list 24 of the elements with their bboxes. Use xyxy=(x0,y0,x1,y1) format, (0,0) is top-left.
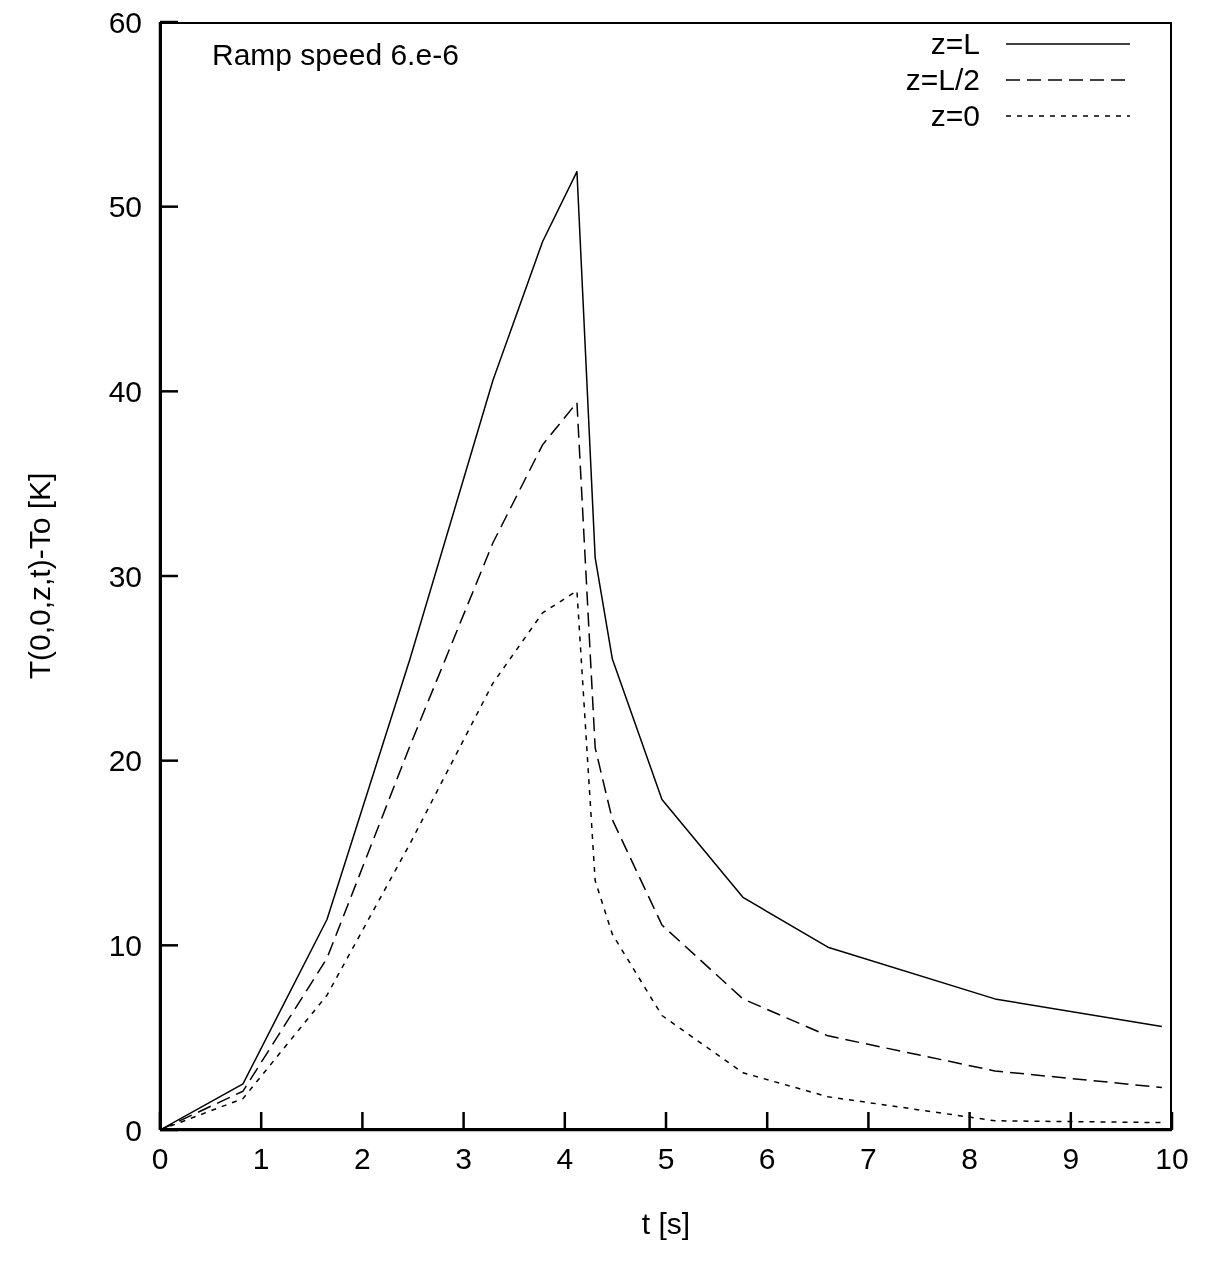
x-tick-label: 9 xyxy=(1062,1142,1080,1176)
x-tick-label: 7 xyxy=(860,1142,877,1176)
x-tick-label: 2 xyxy=(354,1142,371,1176)
y-tick-label: 30 xyxy=(108,559,142,593)
x-tick-label: 4 xyxy=(556,1142,574,1176)
y-tick-label: 10 xyxy=(108,928,142,962)
x-tick-label: 6 xyxy=(758,1142,776,1176)
y-axis-title: T(0,0,z,t)-To [K] xyxy=(22,472,56,680)
y-tick-label: 0 xyxy=(125,1113,142,1147)
x-tick-label: 10 xyxy=(1155,1142,1189,1176)
y-tick-label: 20 xyxy=(108,744,142,778)
annotation: Ramp speed 6.e-6 xyxy=(212,38,459,72)
x-tick-label: 5 xyxy=(657,1142,675,1176)
x-axis-title: t [s] xyxy=(641,1207,691,1240)
x-tick-label: 0 xyxy=(151,1142,169,1176)
legend-label: z=L/2 xyxy=(905,62,980,98)
y-tick-label: 50 xyxy=(108,190,142,224)
y-tick-label: 40 xyxy=(108,374,142,408)
x-tick-label: 1 xyxy=(252,1142,270,1176)
legend-label: z=0 xyxy=(930,98,980,134)
x-tick-label: 3 xyxy=(455,1142,472,1176)
legend-label: z=L xyxy=(930,26,980,62)
x-tick-label: 8 xyxy=(961,1142,978,1176)
y-tick-label: 60 xyxy=(108,5,142,39)
